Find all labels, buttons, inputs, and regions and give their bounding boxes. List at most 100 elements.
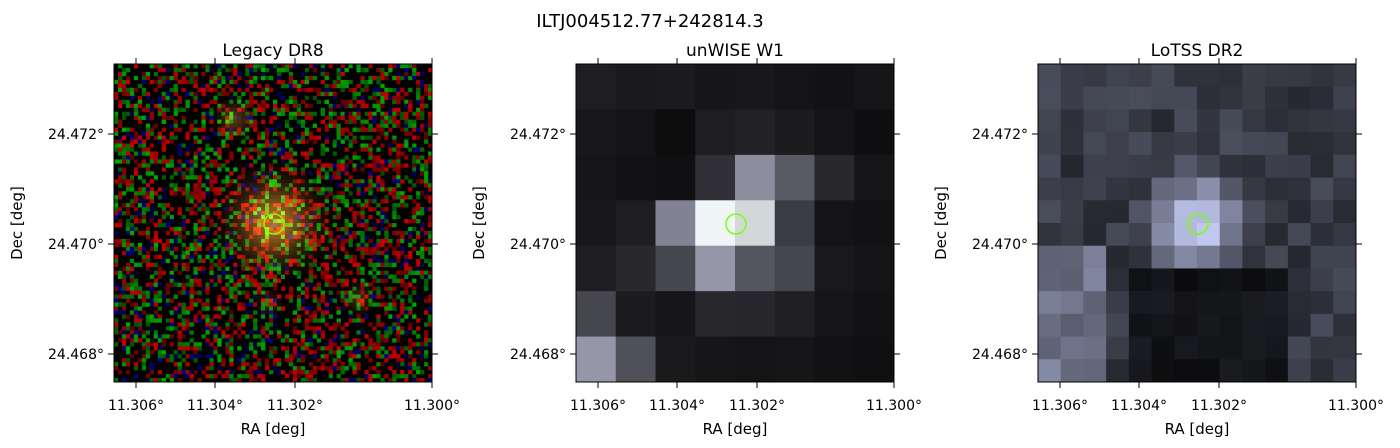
image-pixel xyxy=(324,115,329,120)
image-pixel xyxy=(356,310,361,315)
image-pixel xyxy=(125,127,131,132)
image-pixel xyxy=(221,179,226,184)
image-pixel xyxy=(161,139,166,144)
image-pixel xyxy=(615,336,656,383)
image-pixel xyxy=(137,338,143,343)
image-pixel xyxy=(165,107,170,113)
image-pixel xyxy=(165,75,170,81)
image-pixel xyxy=(153,254,159,260)
image-pixel xyxy=(121,191,127,196)
image-pixel xyxy=(221,79,226,85)
image-pixel xyxy=(404,203,409,208)
image-pixel xyxy=(296,306,302,311)
image-pixel xyxy=(229,155,234,160)
image-pixel xyxy=(304,67,310,73)
image-pixel xyxy=(145,107,151,113)
image-pixel xyxy=(221,215,226,220)
image-pixel xyxy=(360,306,365,311)
image-pixel xyxy=(376,290,381,295)
image-pixel xyxy=(420,274,425,279)
image-pixel xyxy=(1174,223,1198,247)
image-pixel xyxy=(253,302,258,307)
image-pixel xyxy=(189,167,194,172)
image-pixel xyxy=(257,107,262,113)
image-pixel xyxy=(245,254,250,260)
image-pixel xyxy=(328,163,333,168)
image-pixel xyxy=(416,159,421,164)
image-pixel xyxy=(269,322,274,327)
image-pixel xyxy=(360,290,365,295)
image-pixel xyxy=(412,119,417,124)
image-pixel xyxy=(404,91,409,97)
image-pixel xyxy=(161,115,166,120)
image-pixel xyxy=(141,215,147,220)
image-pixel xyxy=(348,131,353,136)
image-pixel xyxy=(245,258,250,264)
image-pixel xyxy=(233,195,238,200)
image-pixel xyxy=(205,314,210,319)
image-pixel xyxy=(356,163,361,168)
image-pixel xyxy=(412,123,417,128)
image-pixel xyxy=(340,191,345,196)
image-pixel xyxy=(125,207,131,212)
image-pixel xyxy=(324,171,329,176)
image-pixel xyxy=(300,219,306,224)
image-pixel xyxy=(257,262,262,268)
image-pixel xyxy=(376,362,381,367)
image-pixel xyxy=(332,139,337,144)
image-pixel xyxy=(205,226,210,232)
image-pixel xyxy=(225,135,230,140)
image-pixel xyxy=(149,107,155,113)
image-pixel xyxy=(149,199,155,204)
image-pixel xyxy=(229,211,234,216)
image-pixel xyxy=(308,378,314,383)
image-pixel xyxy=(197,298,202,303)
image-pixel xyxy=(292,219,298,224)
image-pixel xyxy=(137,306,143,311)
image-pixel xyxy=(197,346,202,351)
image-pixel xyxy=(145,346,151,351)
image-pixel xyxy=(408,123,413,128)
image-pixel xyxy=(241,223,246,228)
image-pixel xyxy=(269,119,274,124)
x-tick-label: 11.304° xyxy=(649,398,705,414)
image-pixel xyxy=(360,183,365,188)
image-pixel xyxy=(261,167,266,172)
image-pixel xyxy=(296,183,302,188)
image-pixel xyxy=(344,254,349,260)
image-pixel xyxy=(774,154,815,201)
image-pixel xyxy=(233,127,238,132)
image-pixel xyxy=(253,211,258,216)
image-pixel xyxy=(173,87,178,93)
image-pixel xyxy=(157,83,163,89)
image-pixel xyxy=(288,155,294,160)
image-pixel xyxy=(854,109,895,156)
image-pixel xyxy=(117,83,123,89)
image-pixel xyxy=(368,75,373,81)
image-pixel xyxy=(276,175,282,180)
image-pixel xyxy=(360,147,365,152)
image-pixel xyxy=(181,64,186,69)
image-pixel xyxy=(332,246,337,252)
image-pixel xyxy=(336,135,341,140)
image-pixel xyxy=(237,226,242,232)
image-pixel xyxy=(117,238,123,244)
image-pixel xyxy=(213,254,218,260)
image-pixel xyxy=(376,123,381,128)
image-pixel xyxy=(193,274,198,279)
image-pixel xyxy=(265,362,270,367)
image-pixel xyxy=(225,195,230,200)
image-pixel xyxy=(308,195,314,200)
image-pixel xyxy=(304,254,310,260)
image-pixel xyxy=(300,342,306,347)
image-pixel xyxy=(368,246,373,252)
image-pixel xyxy=(145,147,151,152)
image-pixel xyxy=(284,254,290,260)
image-pixel xyxy=(412,278,417,283)
image-pixel xyxy=(308,262,314,268)
image-pixel xyxy=(1287,313,1311,337)
image-pixel xyxy=(273,366,278,371)
image-pixel xyxy=(284,346,290,351)
image-pixel xyxy=(288,211,294,216)
image-pixel xyxy=(388,354,393,359)
